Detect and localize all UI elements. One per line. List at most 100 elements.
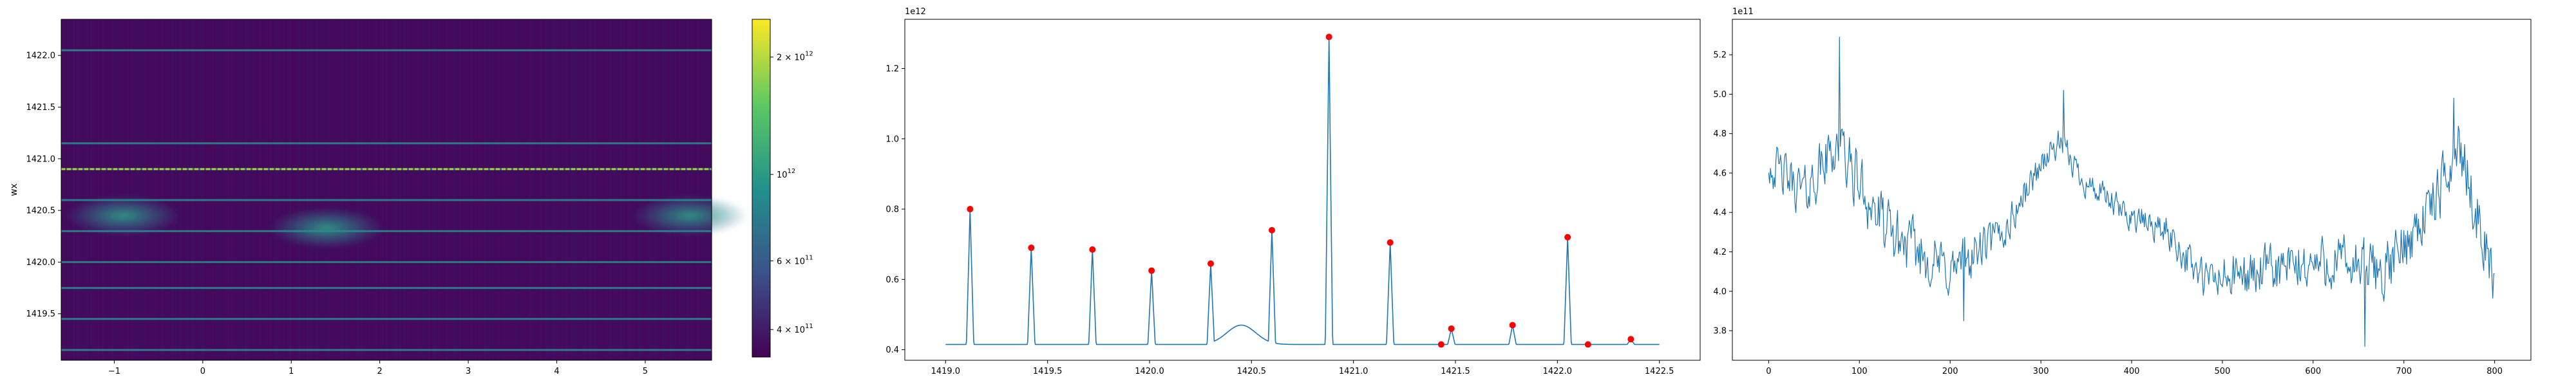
- heatmap-streak: [202, 19, 204, 360]
- heatmap-streak: [299, 19, 301, 360]
- peaks-ytick-label: 0.4: [886, 345, 899, 355]
- heatmap-xtick-label: 3: [466, 367, 471, 376]
- heatmap-ytick-label: 1420.0: [26, 258, 56, 268]
- heatmap-streak: [672, 19, 674, 360]
- heatmap-streak: [258, 19, 260, 360]
- peaks-xtick-label: 1420.5: [1237, 367, 1267, 376]
- noise-xtick-label: 500: [2214, 367, 2230, 376]
- heatmap-streak: [450, 19, 451, 360]
- peaks-xtick-label: 1422.0: [1543, 367, 1573, 376]
- heatmap-streak: [451, 19, 453, 360]
- heatmap-streak: [620, 19, 621, 360]
- noise-ytick-label: 4.8: [1713, 129, 1727, 139]
- heatmap-streak: [361, 19, 363, 360]
- heatmap-streak: [693, 19, 695, 360]
- heatmap-streak: [656, 19, 658, 360]
- heatmap-streak: [160, 19, 162, 360]
- heatmap-streak: [229, 19, 231, 360]
- peaks-series-line: [945, 36, 1660, 345]
- heatmap-streak: [455, 19, 457, 360]
- heatmap-streak: [691, 19, 693, 360]
- heatmap-panel: −1 0 1 2 3 4 5 1419.51420.01420.51421.01421.51…: [9, 19, 748, 376]
- peak-marker: [1208, 260, 1214, 267]
- heatmap-streak: [649, 19, 650, 360]
- heatmap-streak: [109, 19, 111, 360]
- heatmap-streak: [670, 19, 672, 360]
- heatmap-streak: [504, 19, 506, 360]
- heatmap-streak: [254, 19, 256, 360]
- heatmap-streak: [193, 19, 194, 360]
- heatmap-blobs: [65, 195, 748, 249]
- noise-ytick-label: 5.0: [1713, 90, 1727, 100]
- heatmap-streak: [606, 19, 608, 360]
- peaks-offset-label: 1e12: [905, 7, 926, 17]
- heatmap-streak: [417, 19, 419, 360]
- heatmap-streak: [664, 19, 666, 360]
- heatmap-streak: [127, 19, 129, 360]
- heatmap-streak: [287, 19, 289, 360]
- heatmap-xtick-label: 4: [554, 367, 559, 376]
- heatmap-streak: [140, 19, 142, 360]
- heatmap-streak: [372, 19, 374, 360]
- peak-marker: [1387, 239, 1394, 246]
- heatmap-streak: [399, 19, 401, 360]
- heatmap-streak: [422, 19, 424, 360]
- heatmap-streak: [608, 19, 610, 360]
- heatmap-streak: [388, 19, 390, 360]
- heatmap-streak: [573, 19, 575, 360]
- heatmap-x-ticks: −1 0 1 2 3 4 5: [108, 360, 648, 376]
- heatmap-streak: [550, 19, 552, 360]
- heatmap-ytick-label: 1421.5: [26, 103, 56, 113]
- heatmap-streak: [380, 19, 382, 360]
- heatmap-streak: [171, 19, 173, 360]
- noise-xtick-label: 700: [2396, 367, 2412, 376]
- heatmap-streak: [279, 19, 281, 360]
- heatmap-ytick-label: 1420.5: [26, 207, 56, 216]
- heatmap-streak: [631, 19, 633, 360]
- heatmap-streak: [484, 19, 486, 360]
- heatmap-streak: [687, 19, 689, 360]
- heatmap-streak: [169, 19, 171, 360]
- heatmap-streak: [544, 19, 546, 360]
- heatmap-streak: [75, 19, 77, 360]
- heatmap-streak: [322, 19, 324, 360]
- heatmap-streak: [683, 19, 685, 360]
- heatmap-streak: [181, 19, 183, 360]
- colorbar-ticks: 4 × 1011 6 × 1011 1012 2 × 1012: [770, 51, 813, 335]
- heatmap-streak: [594, 19, 596, 360]
- heatmap-streak: [366, 19, 368, 360]
- heatmap-ytick-label: 1421.0: [26, 154, 56, 164]
- heatmap-streak: [324, 19, 326, 360]
- heatmap-streak: [393, 19, 395, 360]
- heatmap-streak: [554, 19, 556, 360]
- noise-xtick-label: 800: [2486, 367, 2503, 376]
- heatmap-streak: [173, 19, 175, 360]
- heatmap-streak: [347, 19, 349, 360]
- heatmap-streak: [79, 19, 80, 360]
- heatmap-streak: [90, 19, 92, 360]
- peak-marker: [1269, 226, 1275, 234]
- heatmap-streak: [73, 19, 75, 360]
- heatmap-streak: [401, 19, 403, 360]
- heatmap-streak: [708, 19, 710, 360]
- heatmap-streak: [330, 19, 332, 360]
- heatmap-streak: [635, 19, 637, 360]
- heatmap-streak: [310, 19, 312, 360]
- heatmap-streak: [475, 19, 477, 360]
- heatmap-streak: [589, 19, 591, 360]
- heatmap-streak: [334, 19, 336, 360]
- heatmap-streak: [106, 19, 108, 360]
- heatmap-blob: [65, 195, 182, 237]
- heatmap-streak: [270, 19, 272, 360]
- peaks-xtick-label: 1420.0: [1135, 367, 1164, 376]
- heatmap-xtick-label: −1: [108, 367, 120, 376]
- heatmap-streak: [77, 19, 79, 360]
- heatmap-streak: [705, 19, 706, 360]
- noise-x-ticks: 0 100 200 300 400 500 600 700 800: [1766, 360, 2503, 376]
- colorbar-tick-label: 6 × 1011: [777, 255, 813, 267]
- colorbar-tick-label: 1012: [777, 168, 795, 180]
- heatmap-streak: [556, 19, 558, 360]
- heatmap-streak: [264, 19, 266, 360]
- heatmap-streak: [135, 19, 137, 360]
- heatmap-streak: [596, 19, 598, 360]
